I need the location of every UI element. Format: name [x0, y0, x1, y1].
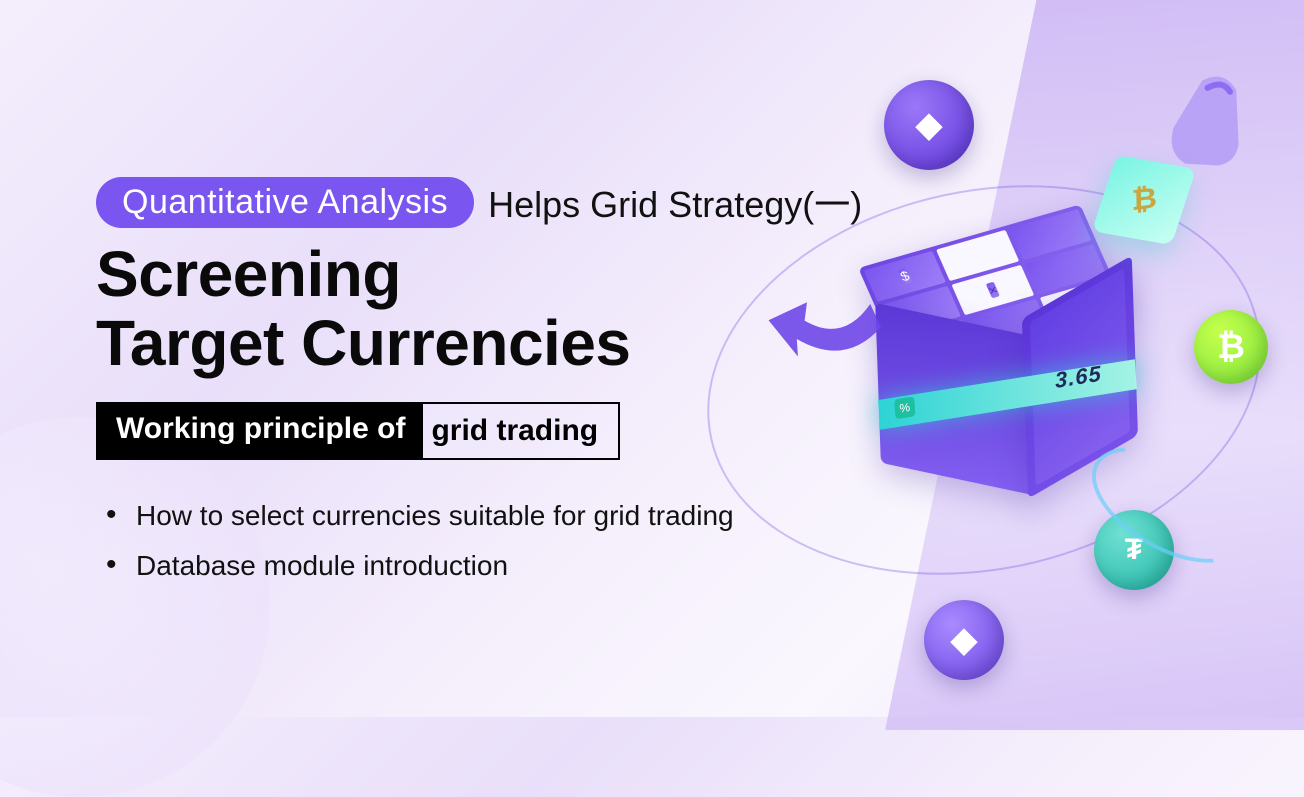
percent-badge-icon: % — [894, 396, 915, 419]
badge-after-text: Helps Grid Strategy(一) — [488, 176, 862, 228]
sub-bar-dark: Working principle of — [96, 402, 423, 460]
bullet-item: Database module introduction — [106, 550, 876, 582]
bitcoin-icon: ₿ — [1131, 182, 1157, 218]
sub-bar: Working principle of grid trading — [96, 402, 876, 460]
category-badge: Quantitative Analysis — [96, 177, 474, 228]
bullet-list: How to select currencies suitable for gr… — [96, 500, 876, 582]
bitcoin-icon: ₿ — [1217, 328, 1245, 367]
bullet-item: How to select currencies suitable for gr… — [106, 500, 876, 532]
headline: Screening Target Currencies — [96, 240, 876, 378]
headline-line1: Screening — [96, 238, 401, 310]
coin-ethereum-bottom: ◆ — [924, 600, 1004, 680]
text-column: Quantitative Analysis Helps Grid Strateg… — [96, 176, 876, 600]
coin-bitcoin: ₿ — [1194, 310, 1268, 384]
ethereum-icon: ◆ — [951, 620, 977, 660]
sub-bar-box: grid trading — [421, 402, 620, 460]
coin-ethereum-top: ◆ — [884, 80, 974, 170]
tile-cross-icon: × — [986, 282, 1000, 299]
headline-line2: Target Currencies — [96, 307, 631, 379]
badge-row: Quantitative Analysis Helps Grid Strateg… — [96, 176, 876, 228]
ethereum-icon: ◆ — [916, 105, 942, 145]
